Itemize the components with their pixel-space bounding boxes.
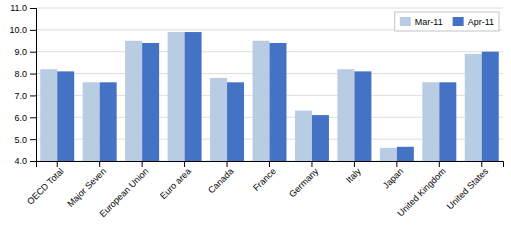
bar	[380, 148, 397, 161]
y-tick: 7.0	[14, 91, 36, 101]
bar	[482, 52, 499, 161]
x-tick-label: United Kingdom	[395, 166, 447, 218]
y-tick: 8.0	[14, 69, 36, 79]
y-tick: 9.0	[14, 47, 36, 57]
legend: Mar-11 Apr-11	[395, 12, 499, 31]
plot: 4.0 5.0 6.0 7.0 8.0 9.0 10.0 11.0 OECD TotalMajo…	[9, 3, 503, 219]
y-tick: 11.0	[10, 3, 36, 13]
bar	[337, 69, 354, 161]
y-tick-mark	[30, 74, 36, 75]
y-tick-label: 9.0	[14, 47, 27, 57]
x-tick: Italy	[344, 161, 363, 185]
legend-swatch	[400, 17, 411, 26]
x-tick: Germany	[287, 161, 321, 199]
x-axis: OECD TotalMajor SevenEuropean UnionEuro …	[25, 161, 503, 219]
x-tick-label: Japan	[381, 166, 405, 190]
x-tick: United Kingdom	[395, 161, 447, 219]
y-axis-line	[30, 9, 37, 162]
bar-series	[40, 32, 482, 161]
y-tick-label: 4.0	[14, 156, 27, 166]
legend-label: Mar-11	[415, 17, 443, 27]
x-tick: France	[251, 161, 278, 193]
y-tick-label: 6.0	[14, 113, 27, 123]
legend-label: Apr-11	[468, 17, 494, 27]
y-tick: 6.0	[14, 113, 36, 123]
chart: 4.0 5.0 6.0 7.0 8.0 9.0 10.0 11.0 OECD TotalMajo…	[0, 0, 511, 225]
x-tick-label: France	[251, 166, 278, 193]
y-tick-mark	[30, 30, 36, 31]
y-tick-mark	[30, 161, 36, 162]
x-tick-label: Major Seven	[65, 166, 108, 209]
bar	[40, 69, 57, 161]
x-tick-label: Canada	[206, 166, 235, 195]
y-tick-label: 10.0	[9, 25, 27, 35]
bar	[354, 71, 371, 161]
y-tick-mark	[30, 117, 36, 118]
y-tick-mark	[30, 52, 36, 53]
x-tick-label: Italy	[344, 166, 363, 185]
x-tick: United States	[445, 161, 491, 211]
bar	[397, 147, 414, 161]
x-tick-label: Germany	[287, 166, 321, 200]
bar	[253, 41, 270, 161]
bar	[210, 78, 227, 161]
bar	[295, 111, 312, 161]
bar	[168, 32, 185, 161]
y-tick-mark	[30, 139, 36, 140]
bar	[422, 82, 439, 161]
bar	[227, 82, 244, 161]
x-tick-label: European Union	[97, 166, 150, 219]
bar	[57, 71, 74, 161]
bar	[270, 43, 287, 161]
bar	[439, 82, 456, 161]
legend-box	[395, 12, 499, 31]
y-tick-label: 11.0	[10, 3, 27, 13]
bar	[312, 115, 329, 161]
x-tick: Japan	[381, 161, 405, 191]
grid-line	[36, 8, 503, 9]
bar	[100, 82, 117, 161]
x-tick: European Union	[97, 161, 150, 219]
bar	[83, 82, 100, 161]
y-tick-mark	[30, 95, 36, 96]
x-tick: Major Seven	[65, 161, 108, 209]
y-tick-label: 8.0	[14, 69, 27, 79]
x-tick-label: United States	[445, 166, 491, 212]
bars	[40, 32, 499, 161]
y-tick-label: 5.0	[14, 135, 27, 145]
x-tick-label: Euro area	[158, 166, 193, 201]
x-tick: Canada	[206, 161, 235, 196]
bar	[142, 43, 159, 161]
y-tick-label: 7.0	[14, 91, 27, 101]
y-tick-mark	[30, 8, 36, 9]
x-tick: Euro area	[158, 161, 193, 201]
bar	[185, 32, 202, 161]
y-tick: 4.0	[14, 156, 36, 166]
grid	[36, 8, 503, 161]
y-tick: 5.0	[14, 135, 36, 145]
legend-swatch	[453, 17, 464, 26]
bar-series	[57, 32, 499, 161]
bar	[125, 41, 142, 161]
y-tick: 10.0	[9, 25, 36, 35]
bar	[465, 54, 482, 161]
x-tick-label: OECD Total	[25, 166, 66, 207]
x-tick: OECD Total	[25, 161, 66, 207]
y-axis: 4.0 5.0 6.0 7.0 8.0 9.0 10.0 11.0	[9, 3, 36, 166]
